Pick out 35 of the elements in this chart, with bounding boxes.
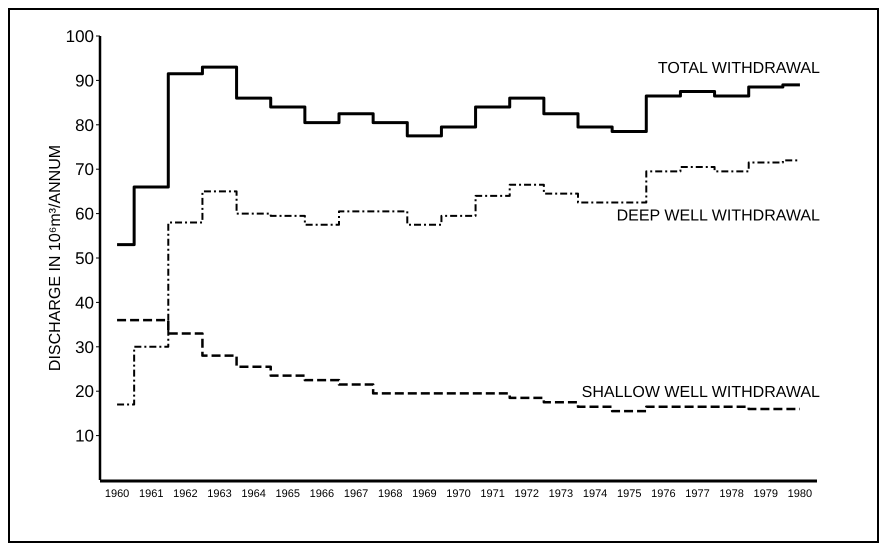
y-tick-label: 50	[75, 249, 94, 268]
x-tick-label: 1962	[173, 488, 198, 500]
y-tick-label: 40	[75, 293, 94, 312]
x-tick-label: 1974	[582, 488, 608, 500]
x-tick-label: 1979	[754, 488, 778, 500]
x-tick-label: 1966	[310, 488, 334, 500]
x-tick-label: 1971	[480, 488, 505, 500]
x-tick-label: 1975	[616, 488, 642, 500]
x-tick-label: 1978	[719, 488, 744, 500]
x-tick-label: 1970	[446, 488, 471, 500]
x-tick-label: 1976	[651, 488, 676, 500]
x-tick-label: 1960	[104, 488, 130, 500]
x-tick-label: 1973	[548, 488, 574, 500]
y-tick-label: 60	[75, 204, 94, 224]
y-tick-label: 10	[75, 426, 94, 446]
x-tick-label: 1964	[241, 488, 266, 500]
y-tick-label: 90	[75, 71, 94, 90]
y-tick-label: 20	[75, 382, 94, 402]
x-tick-label: 1968	[378, 488, 402, 500]
x-tick-label: 1972	[514, 488, 540, 500]
x-tick-label: 1980	[788, 488, 812, 500]
x-tick-label: 1969	[412, 488, 437, 500]
x-tick-label: 1963	[207, 488, 232, 500]
y-tick-label: 70	[75, 160, 94, 180]
x-tick-label: 1967	[344, 488, 368, 500]
x-tick-label: 1965	[276, 488, 300, 500]
y-tick-label: 80	[75, 116, 94, 135]
x-tick-label: 1977	[685, 488, 710, 500]
y-tick-label: 30	[75, 338, 94, 357]
y-axis-title: DISCHARGE IN 10⁶m³/ANNUM	[47, 144, 64, 372]
series-label: DEEP WELL WITHDRAWAL	[616, 207, 820, 224]
series-label: TOTAL WITHDRAWAL	[658, 60, 820, 77]
x-tick-label: 1961	[138, 488, 164, 500]
series-label: SHALLOW WELL WITHDRAWAL	[582, 384, 820, 401]
y-tick-label: 100	[66, 27, 94, 46]
